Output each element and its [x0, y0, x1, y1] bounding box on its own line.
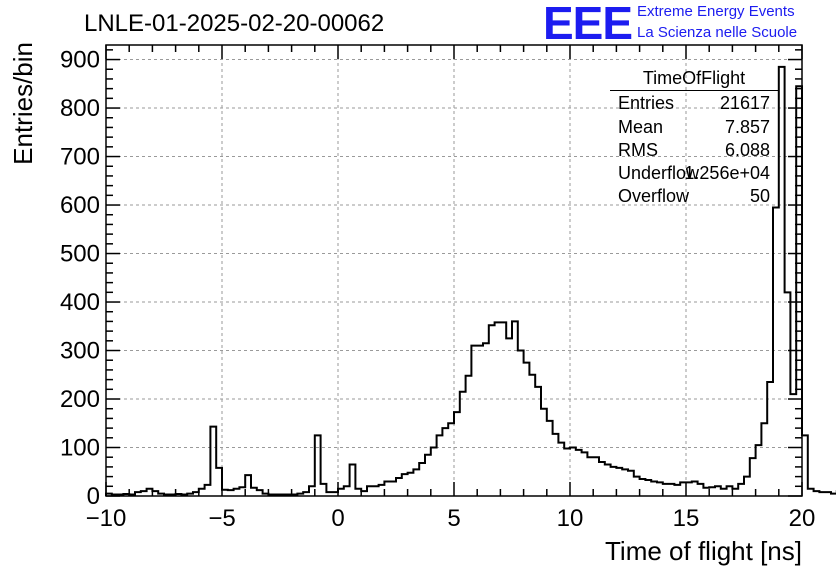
stats-key: Underflow — [618, 163, 700, 183]
x-tick-label: 20 — [789, 505, 816, 532]
stats-row-underflow: Underflow 1.256e+04 — [618, 163, 770, 185]
y-tick-label: 500 — [60, 241, 100, 268]
stats-key: Overflow — [618, 186, 690, 206]
stats-box-divider — [610, 90, 778, 91]
grid-lines — [106, 45, 802, 496]
y-tick-label: 100 — [60, 435, 100, 462]
y-tick-label: 400 — [60, 289, 100, 316]
stats-row-mean: Mean 7.857 — [618, 117, 770, 139]
stats-value: 21617 — [719, 93, 770, 113]
x-axis-label: Time of flight [ns] — [605, 536, 802, 566]
x-tick-labels: −10 −5 0 5 10 15 20 — [86, 505, 816, 532]
stats-value: 50 — [749, 186, 770, 206]
stats-key: Mean — [618, 117, 664, 137]
y-tick-label: 200 — [60, 386, 100, 413]
stats-key: Entries — [618, 93, 675, 113]
y-tick-label: 700 — [60, 144, 100, 171]
histogram-series — [105, 65, 836, 496]
x-tick-label: −5 — [208, 505, 235, 532]
y-tick-label: 300 — [60, 338, 100, 365]
logo-line-2: La Scienza nelle Scuole — [637, 24, 798, 41]
y-tick-label: 900 — [60, 47, 100, 74]
stats-key: RMS — [618, 140, 658, 160]
stats-value: 6.088 — [724, 140, 770, 160]
stats-value: 1.256e+04 — [684, 163, 770, 183]
x-tick-label: 15 — [673, 505, 700, 532]
plot-title: LNLE-01-2025-02-20-00062 — [84, 10, 385, 37]
stats-value: 7.857 — [724, 117, 770, 137]
stats-row-rms: RMS 6.088 — [618, 140, 770, 162]
y-tick-label: 0 — [87, 483, 100, 510]
stats-row-overflow: Overflow 50 — [618, 186, 770, 208]
axis-ticks — [105, 45, 803, 497]
x-tick-label: 0 — [331, 505, 344, 532]
logo-line-1: Extreme Energy Events — [637, 3, 795, 20]
y-tick-labels: 0 100 200 300 400 500 600 700 800 900 — [60, 47, 100, 510]
y-tick-label: 600 — [60, 192, 100, 219]
stats-box-title: TimeOfFlight — [642, 68, 746, 88]
eee-logo: EEE — [543, 0, 633, 49]
stats-row-entries: Entries 21617 — [618, 93, 770, 115]
y-axis-label: Entries/bin — [8, 42, 38, 165]
y-tick-label: 800 — [60, 95, 100, 122]
x-tick-label: −10 — [86, 505, 127, 532]
x-tick-label: 10 — [557, 505, 584, 532]
x-tick-label: 5 — [447, 505, 460, 532]
